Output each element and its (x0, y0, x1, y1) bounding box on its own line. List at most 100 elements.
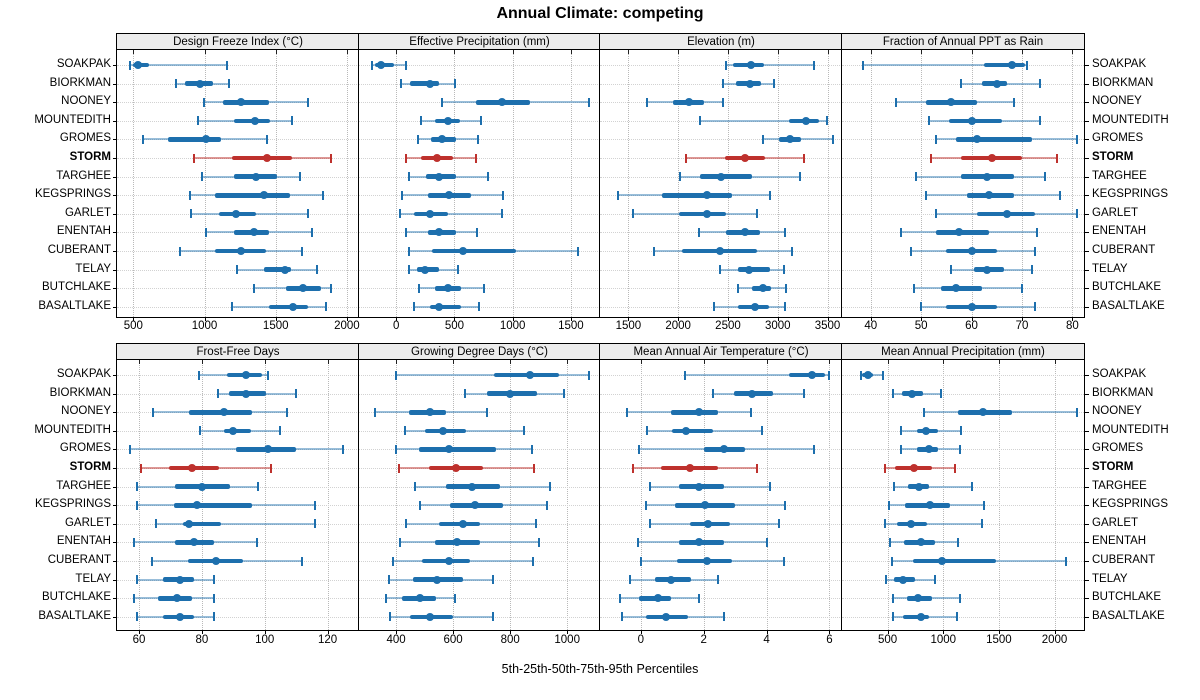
site-label-right: TELAY (1092, 572, 1128, 585)
whisker-cap (1026, 60, 1029, 70)
median-dot (682, 426, 691, 435)
median-dot (175, 612, 184, 621)
site-label-left: CUBERANT (47, 244, 111, 256)
site-label-left: GARLET (64, 206, 111, 219)
median-dot (197, 482, 206, 491)
percentile-5-95-line (684, 374, 830, 376)
y-tick-left (113, 449, 117, 451)
site-guide-line (359, 158, 600, 159)
x-tick-label: 70 (1015, 320, 1029, 332)
whisker-cap (225, 60, 228, 70)
whisker-cap (175, 79, 178, 89)
percentile-25-75-bar (268, 304, 309, 310)
x-tick (827, 317, 829, 321)
y-tick-right (1085, 505, 1089, 507)
median-dot (444, 116, 453, 125)
x-tick-top (703, 360, 705, 364)
x-tick-label: 1000 (930, 634, 957, 646)
whisker-cap (401, 190, 404, 200)
whisker-cap (718, 265, 721, 275)
median-dot (979, 408, 988, 417)
median-dot (863, 371, 872, 379)
site-guide-line (842, 542, 1084, 544)
percentile-25-75-bar (418, 447, 496, 452)
median-dot (972, 135, 981, 144)
x-tick (1054, 630, 1056, 634)
site-label-right: GARLET (1092, 206, 1139, 219)
site-label-right: STORM (1092, 151, 1134, 163)
x-tick-label: 80 (1065, 320, 1079, 332)
whisker-cap (632, 463, 634, 473)
median-dot (506, 389, 515, 398)
strip-title: Elevation (m) (687, 36, 755, 48)
x-tick-top (1054, 360, 1056, 364)
x-tick-top (827, 50, 829, 54)
whisker-cap (958, 593, 961, 603)
whisker-cap (179, 246, 182, 256)
site-label-right: BASALTLAKE (1092, 299, 1165, 312)
site-label-right: TARGHEE (1092, 479, 1147, 492)
whisker-cap (625, 407, 628, 417)
x-tick-label: 600 (443, 634, 463, 646)
gridline (510, 360, 512, 630)
y-tick-right (1085, 269, 1089, 271)
y-tick-left (113, 561, 117, 562)
median-dot (241, 389, 250, 398)
site-label-right: TELAY (1092, 262, 1128, 275)
x-tick-label: 1500 (986, 634, 1012, 646)
whisker-cap (884, 575, 887, 585)
x-tick-top (512, 50, 514, 54)
y-tick-left (113, 505, 117, 507)
median-dot (175, 575, 184, 584)
whisker-cap (301, 246, 304, 256)
site-label-left: BASALTLAKE (38, 609, 111, 622)
median-dot (459, 519, 468, 528)
whisker-cap (772, 79, 775, 89)
percentile-25-75-bar (678, 211, 727, 217)
site-guide-line (842, 83, 1084, 85)
whisker-cap (935, 209, 938, 219)
median-dot (263, 154, 272, 162)
x-tick (628, 317, 630, 321)
site-guide-line (842, 449, 1084, 451)
gridline (275, 50, 277, 317)
whisker-cap (413, 302, 416, 312)
gridline (628, 50, 630, 317)
x-tick-label: 1500 (262, 320, 289, 332)
site-label-right: MOUNTEDITH (1092, 423, 1169, 436)
gridline (139, 360, 140, 630)
x-tick-top (396, 50, 398, 54)
x-tick (1021, 317, 1023, 321)
site-guide-line (842, 505, 1084, 507)
whisker-cap (587, 370, 590, 380)
median-dot (745, 265, 754, 274)
x-tick-label: 2000 (665, 320, 691, 332)
whisker-cap (958, 444, 961, 454)
whisker-cap (899, 444, 902, 454)
whisker-cap (200, 172, 203, 182)
percentile-25-75-bar (183, 521, 221, 527)
median-dot (967, 247, 976, 255)
median-dot (426, 408, 435, 417)
whisker-cap (322, 190, 325, 200)
y-tick-left (113, 430, 117, 432)
x-tick-label: 100 (255, 634, 275, 646)
whisker-cap (646, 426, 649, 436)
median-dot (992, 79, 1001, 88)
y-tick-left (113, 65, 117, 66)
x-tick-top (396, 360, 398, 364)
whisker-cap (721, 97, 724, 107)
whisker-cap (981, 519, 984, 529)
site-guide-line (600, 430, 842, 432)
gridline (1054, 360, 1056, 630)
y-tick-left (113, 468, 117, 469)
x-tick-top (829, 360, 831, 364)
site-label-left: KEGSPRINGS (34, 188, 111, 201)
median-dot (451, 464, 460, 472)
y-tick-left (113, 306, 117, 308)
x-tick-top (567, 360, 569, 364)
site-label-left: BUTCHLAKE (41, 591, 111, 604)
y-tick-right (1085, 412, 1089, 414)
median-dot (758, 284, 767, 293)
site-guide-line (359, 375, 600, 376)
